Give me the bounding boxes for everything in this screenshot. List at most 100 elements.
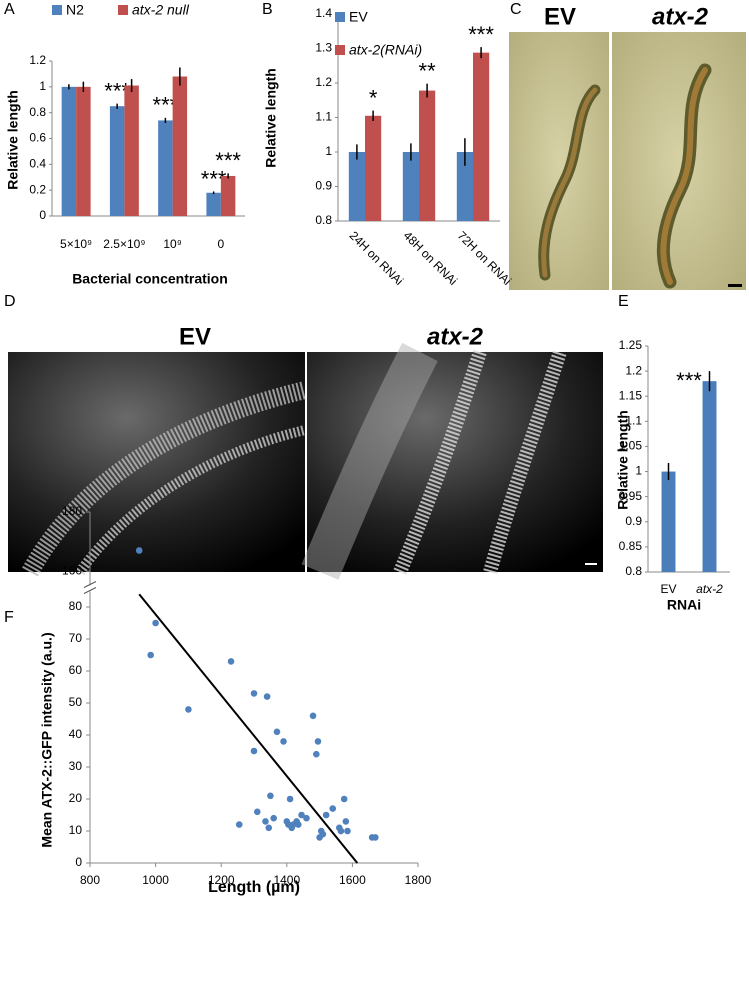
x-tick-label: 2.5×10⁹ (103, 237, 145, 251)
bar (61, 86, 77, 216)
x-tick-label: 1200 (208, 873, 235, 887)
legend-swatch (335, 45, 345, 55)
bar (456, 152, 473, 221)
panel-label: C (510, 1, 522, 18)
micrograph (8, 352, 305, 572)
point (262, 818, 269, 825)
point (342, 818, 350, 825)
x-axis-label: Length (µm) (208, 879, 300, 896)
legend-swatch (118, 5, 128, 15)
y-axis-label: Relative length (615, 410, 631, 510)
muscle-band (393, 349, 487, 575)
y-tick-label: 10 (69, 823, 83, 837)
point (250, 690, 258, 697)
panel-label: E (618, 293, 629, 310)
y-tick-label: 1.25 (619, 338, 643, 352)
y-tick-label: 1.1 (625, 414, 642, 428)
point (344, 827, 351, 835)
panel-label: B (262, 1, 273, 18)
y-tick-label: 0.95 (619, 489, 643, 503)
x-axis-label: Bacterial concentration (72, 271, 228, 287)
x-tick-label: EV (660, 582, 676, 596)
y-tick-label: 1.2 (29, 53, 46, 67)
x-axis-label: RNAi (667, 597, 701, 613)
y-tick-label: 20 (69, 791, 83, 805)
point (314, 738, 322, 745)
x-tick-label: 1000 (142, 873, 169, 887)
y-axis-label: Relative length (263, 68, 279, 168)
point (227, 658, 235, 665)
y-tick-label: 0 (39, 208, 46, 222)
point (267, 792, 274, 800)
muscle-band (483, 349, 567, 574)
y-tick-label: 0.2 (29, 182, 46, 196)
bar (109, 106, 125, 216)
axis-break (83, 581, 97, 588)
panel-label: F (4, 609, 14, 626)
point (313, 750, 320, 758)
point (235, 821, 243, 828)
point (319, 830, 327, 838)
y-tick-label: 1 (635, 464, 642, 478)
worm (660, 67, 708, 285)
panel-label: A (4, 1, 15, 18)
point (322, 811, 330, 819)
x-tick-label: 10⁹ (163, 237, 182, 251)
x-tick-label: 1600 (339, 873, 366, 887)
bar (419, 90, 436, 221)
y-tick-label: 1.2 (315, 75, 332, 89)
point (253, 808, 261, 816)
point (273, 728, 281, 736)
x-tick-label: atx-2 (696, 582, 723, 596)
scale-bar (585, 563, 597, 565)
x-tick-label: 1400 (273, 873, 300, 887)
scale-bar (728, 284, 742, 287)
point (329, 805, 337, 812)
y-tick-label: 1.4 (315, 6, 332, 20)
bar (348, 152, 365, 221)
y-tick-label: 0.4 (29, 157, 46, 171)
y-tick-label: 1.3 (315, 41, 332, 55)
micrograph (307, 352, 603, 572)
y-tick-label: 1 (39, 79, 46, 93)
point (337, 827, 345, 835)
point (294, 821, 302, 828)
legend-label: atx-2(RNAi) (349, 42, 422, 58)
image-label: atx-2 (427, 323, 484, 350)
image-label: EV (544, 3, 576, 30)
bar (76, 86, 91, 216)
point (135, 547, 143, 554)
x-tick-label: 0 (218, 237, 225, 251)
y-tick-label: 1.15 (619, 388, 643, 402)
bar (402, 152, 419, 221)
x-tick-label: 24H on RNAi (347, 228, 406, 287)
significance: *** (215, 148, 241, 173)
y-tick-label: 180 (62, 504, 82, 518)
point (263, 693, 271, 700)
bar (473, 52, 490, 221)
significance: ** (419, 59, 437, 84)
y-tick-label: 0.85 (619, 539, 643, 553)
y-tick-label: 60 (69, 663, 83, 677)
muscle-band (22, 381, 308, 577)
y-tick-label: 160 (62, 563, 82, 577)
y-tick-label: 1.05 (619, 439, 643, 453)
significance: * (369, 85, 378, 110)
bar (124, 85, 139, 217)
micrograph (612, 32, 746, 290)
body-wall (301, 342, 438, 580)
y-tick-label: 0.8 (625, 564, 642, 578)
x-tick-label: 72H on RNAi (455, 228, 514, 287)
panel-label: D (4, 293, 16, 310)
significance: *** (676, 368, 702, 393)
bar (172, 76, 188, 216)
point (372, 834, 379, 841)
point (298, 811, 305, 819)
y-tick-label: 70 (69, 631, 83, 645)
y-tick-label: 0.8 (315, 213, 332, 227)
point (152, 619, 159, 627)
micrograph (509, 32, 609, 290)
point (309, 712, 317, 720)
axis-break (83, 587, 97, 594)
